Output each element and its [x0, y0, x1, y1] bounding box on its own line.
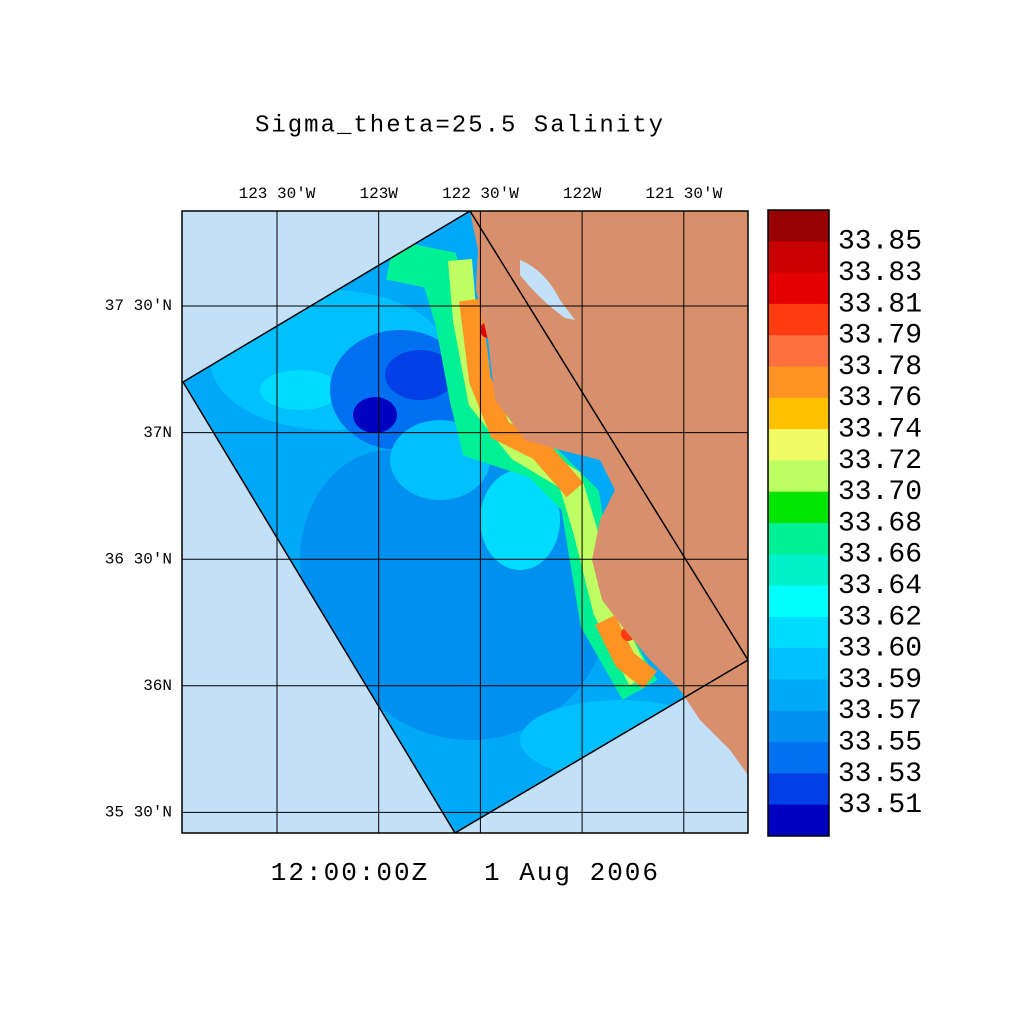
- lat-tick-label: 36 30'N: [105, 550, 172, 568]
- model-domain: [182, 211, 748, 833]
- title: Sigma_theta=25.5 Salinity: [255, 112, 665, 139]
- colorbar-label: 33.78: [838, 352, 922, 383]
- colorbar-label: 33.85: [838, 227, 922, 258]
- colorbar-label: 33.60: [838, 634, 922, 665]
- bay: [520, 260, 575, 320]
- colorbar-label: 33.68: [838, 508, 922, 539]
- colorbar-swatch: [768, 648, 829, 680]
- colorbar-swatch: [768, 366, 829, 399]
- colorbar-swatch: [768, 616, 829, 649]
- colorbar-swatch: [768, 335, 829, 367]
- colorbar-label: 33.64: [838, 571, 922, 602]
- lat-tick-label: 35 30'N: [105, 804, 172, 822]
- lon-tick-label: 121 30'W: [645, 185, 722, 203]
- colorbar-label: 33.83: [838, 258, 922, 289]
- map-area: [182, 211, 748, 833]
- colorbar-label: 33.76: [838, 383, 922, 414]
- colorbar-label: 33.62: [838, 602, 922, 633]
- lon-tick-label: 122 30'W: [442, 185, 519, 203]
- colorbar-frame: [767, 209, 830, 837]
- colorbar-label: 33.66: [838, 540, 922, 571]
- colorbar-swatch: [768, 742, 829, 774]
- colorbar: 33.8533.8333.8133.7933.7833.7633.7433.72…: [767, 209, 922, 837]
- colorbar-swatch: [768, 397, 829, 430]
- lat-tick-label: 37 30'N: [105, 297, 172, 315]
- colorbar-swatch: [768, 429, 829, 461]
- colorbar-swatch: [768, 710, 829, 743]
- lon-tick-label: 122W: [563, 185, 602, 203]
- colorbar-label: 33.57: [838, 696, 922, 727]
- lat-tick-label: 37N: [143, 424, 172, 442]
- colorbar-label: 33.55: [838, 727, 922, 758]
- date-label: 1 Aug 2006: [484, 858, 660, 888]
- colorbar-swatch: [768, 460, 829, 493]
- colorbar-swatch: [768, 272, 829, 305]
- colorbar-label: 33.70: [838, 477, 922, 508]
- colorbar-swatch: [768, 523, 829, 555]
- colorbar-swatch: [768, 679, 829, 712]
- graticule: [182, 211, 748, 833]
- colorbar-swatch: [768, 804, 829, 837]
- map-frame: [181, 210, 749, 834]
- lat-tick-label: 36N: [143, 677, 172, 695]
- colorbar-label: 33.51: [838, 790, 922, 821]
- colorbar-label: 33.72: [838, 446, 922, 477]
- colorbar-swatch: [768, 241, 829, 274]
- lon-tick-label: 123 30'W: [239, 185, 316, 203]
- colorbar-label: 33.81: [838, 289, 922, 320]
- colorbar-swatch: [768, 303, 829, 336]
- colorbar-label: 33.53: [838, 759, 922, 790]
- colorbar-swatch: [768, 210, 829, 242]
- colorbar-label: 33.74: [838, 414, 922, 445]
- colorbar-swatch: [768, 773, 829, 806]
- colorbar-swatch: [768, 585, 829, 618]
- colorbar-swatch: [768, 554, 829, 587]
- colorbar-label: 33.79: [838, 321, 922, 352]
- land: [470, 211, 748, 775]
- colorbar-label: 33.59: [838, 665, 922, 696]
- colorbar-swatch: [768, 491, 829, 524]
- time-label: 12:00:00Z: [271, 858, 429, 888]
- lon-tick-label: 123W: [359, 185, 398, 203]
